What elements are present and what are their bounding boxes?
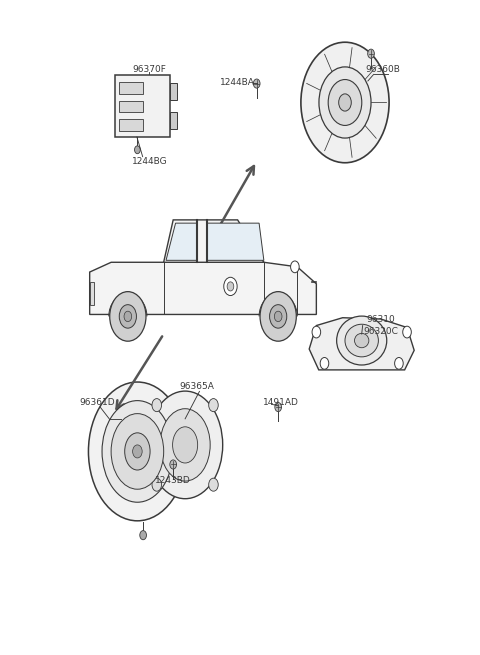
Circle shape bbox=[260, 291, 296, 341]
Circle shape bbox=[140, 531, 146, 540]
Circle shape bbox=[368, 49, 374, 58]
Bar bbox=[169, 111, 177, 128]
Circle shape bbox=[170, 460, 177, 469]
Ellipse shape bbox=[147, 391, 223, 498]
Bar bbox=[119, 119, 143, 130]
Ellipse shape bbox=[301, 42, 389, 162]
Ellipse shape bbox=[102, 401, 173, 502]
Ellipse shape bbox=[328, 79, 362, 126]
Polygon shape bbox=[90, 262, 316, 314]
Polygon shape bbox=[90, 282, 95, 305]
Bar bbox=[119, 100, 143, 112]
Circle shape bbox=[270, 305, 287, 328]
Circle shape bbox=[224, 277, 237, 295]
Circle shape bbox=[209, 478, 218, 491]
Circle shape bbox=[275, 403, 281, 411]
Circle shape bbox=[134, 146, 140, 154]
Polygon shape bbox=[206, 223, 264, 260]
Text: 1491AD: 1491AD bbox=[263, 398, 299, 407]
Circle shape bbox=[119, 305, 136, 328]
Text: 1244BA: 1244BA bbox=[220, 79, 255, 87]
Ellipse shape bbox=[160, 409, 210, 481]
Circle shape bbox=[290, 261, 299, 272]
Text: 1244BG: 1244BG bbox=[132, 157, 167, 166]
Circle shape bbox=[209, 399, 218, 411]
Ellipse shape bbox=[319, 67, 371, 138]
Text: 96360B: 96360B bbox=[366, 66, 401, 75]
Ellipse shape bbox=[355, 333, 369, 348]
Polygon shape bbox=[309, 318, 414, 370]
Circle shape bbox=[110, 291, 146, 341]
Circle shape bbox=[124, 311, 132, 322]
Circle shape bbox=[275, 311, 282, 322]
Ellipse shape bbox=[339, 94, 351, 111]
Polygon shape bbox=[166, 223, 197, 260]
Text: 96361D: 96361D bbox=[79, 398, 115, 407]
Ellipse shape bbox=[336, 316, 387, 365]
Circle shape bbox=[403, 326, 411, 338]
Ellipse shape bbox=[88, 382, 186, 521]
Text: 96365A: 96365A bbox=[180, 382, 215, 390]
Text: 1243BD: 1243BD bbox=[156, 476, 191, 485]
Circle shape bbox=[227, 282, 234, 291]
Bar bbox=[119, 83, 143, 94]
Circle shape bbox=[152, 399, 162, 411]
Circle shape bbox=[132, 445, 142, 458]
Polygon shape bbox=[164, 220, 264, 262]
Ellipse shape bbox=[125, 433, 150, 470]
Text: 96310: 96310 bbox=[366, 315, 395, 324]
Bar bbox=[115, 75, 169, 137]
Circle shape bbox=[312, 326, 321, 338]
Ellipse shape bbox=[345, 324, 378, 357]
Ellipse shape bbox=[111, 413, 164, 489]
Text: 96370F: 96370F bbox=[132, 66, 166, 75]
Circle shape bbox=[253, 79, 260, 88]
Circle shape bbox=[395, 358, 403, 369]
Bar bbox=[169, 83, 177, 100]
Circle shape bbox=[152, 478, 162, 491]
Text: 96320C: 96320C bbox=[363, 327, 398, 336]
Circle shape bbox=[320, 358, 329, 369]
Ellipse shape bbox=[173, 427, 198, 463]
